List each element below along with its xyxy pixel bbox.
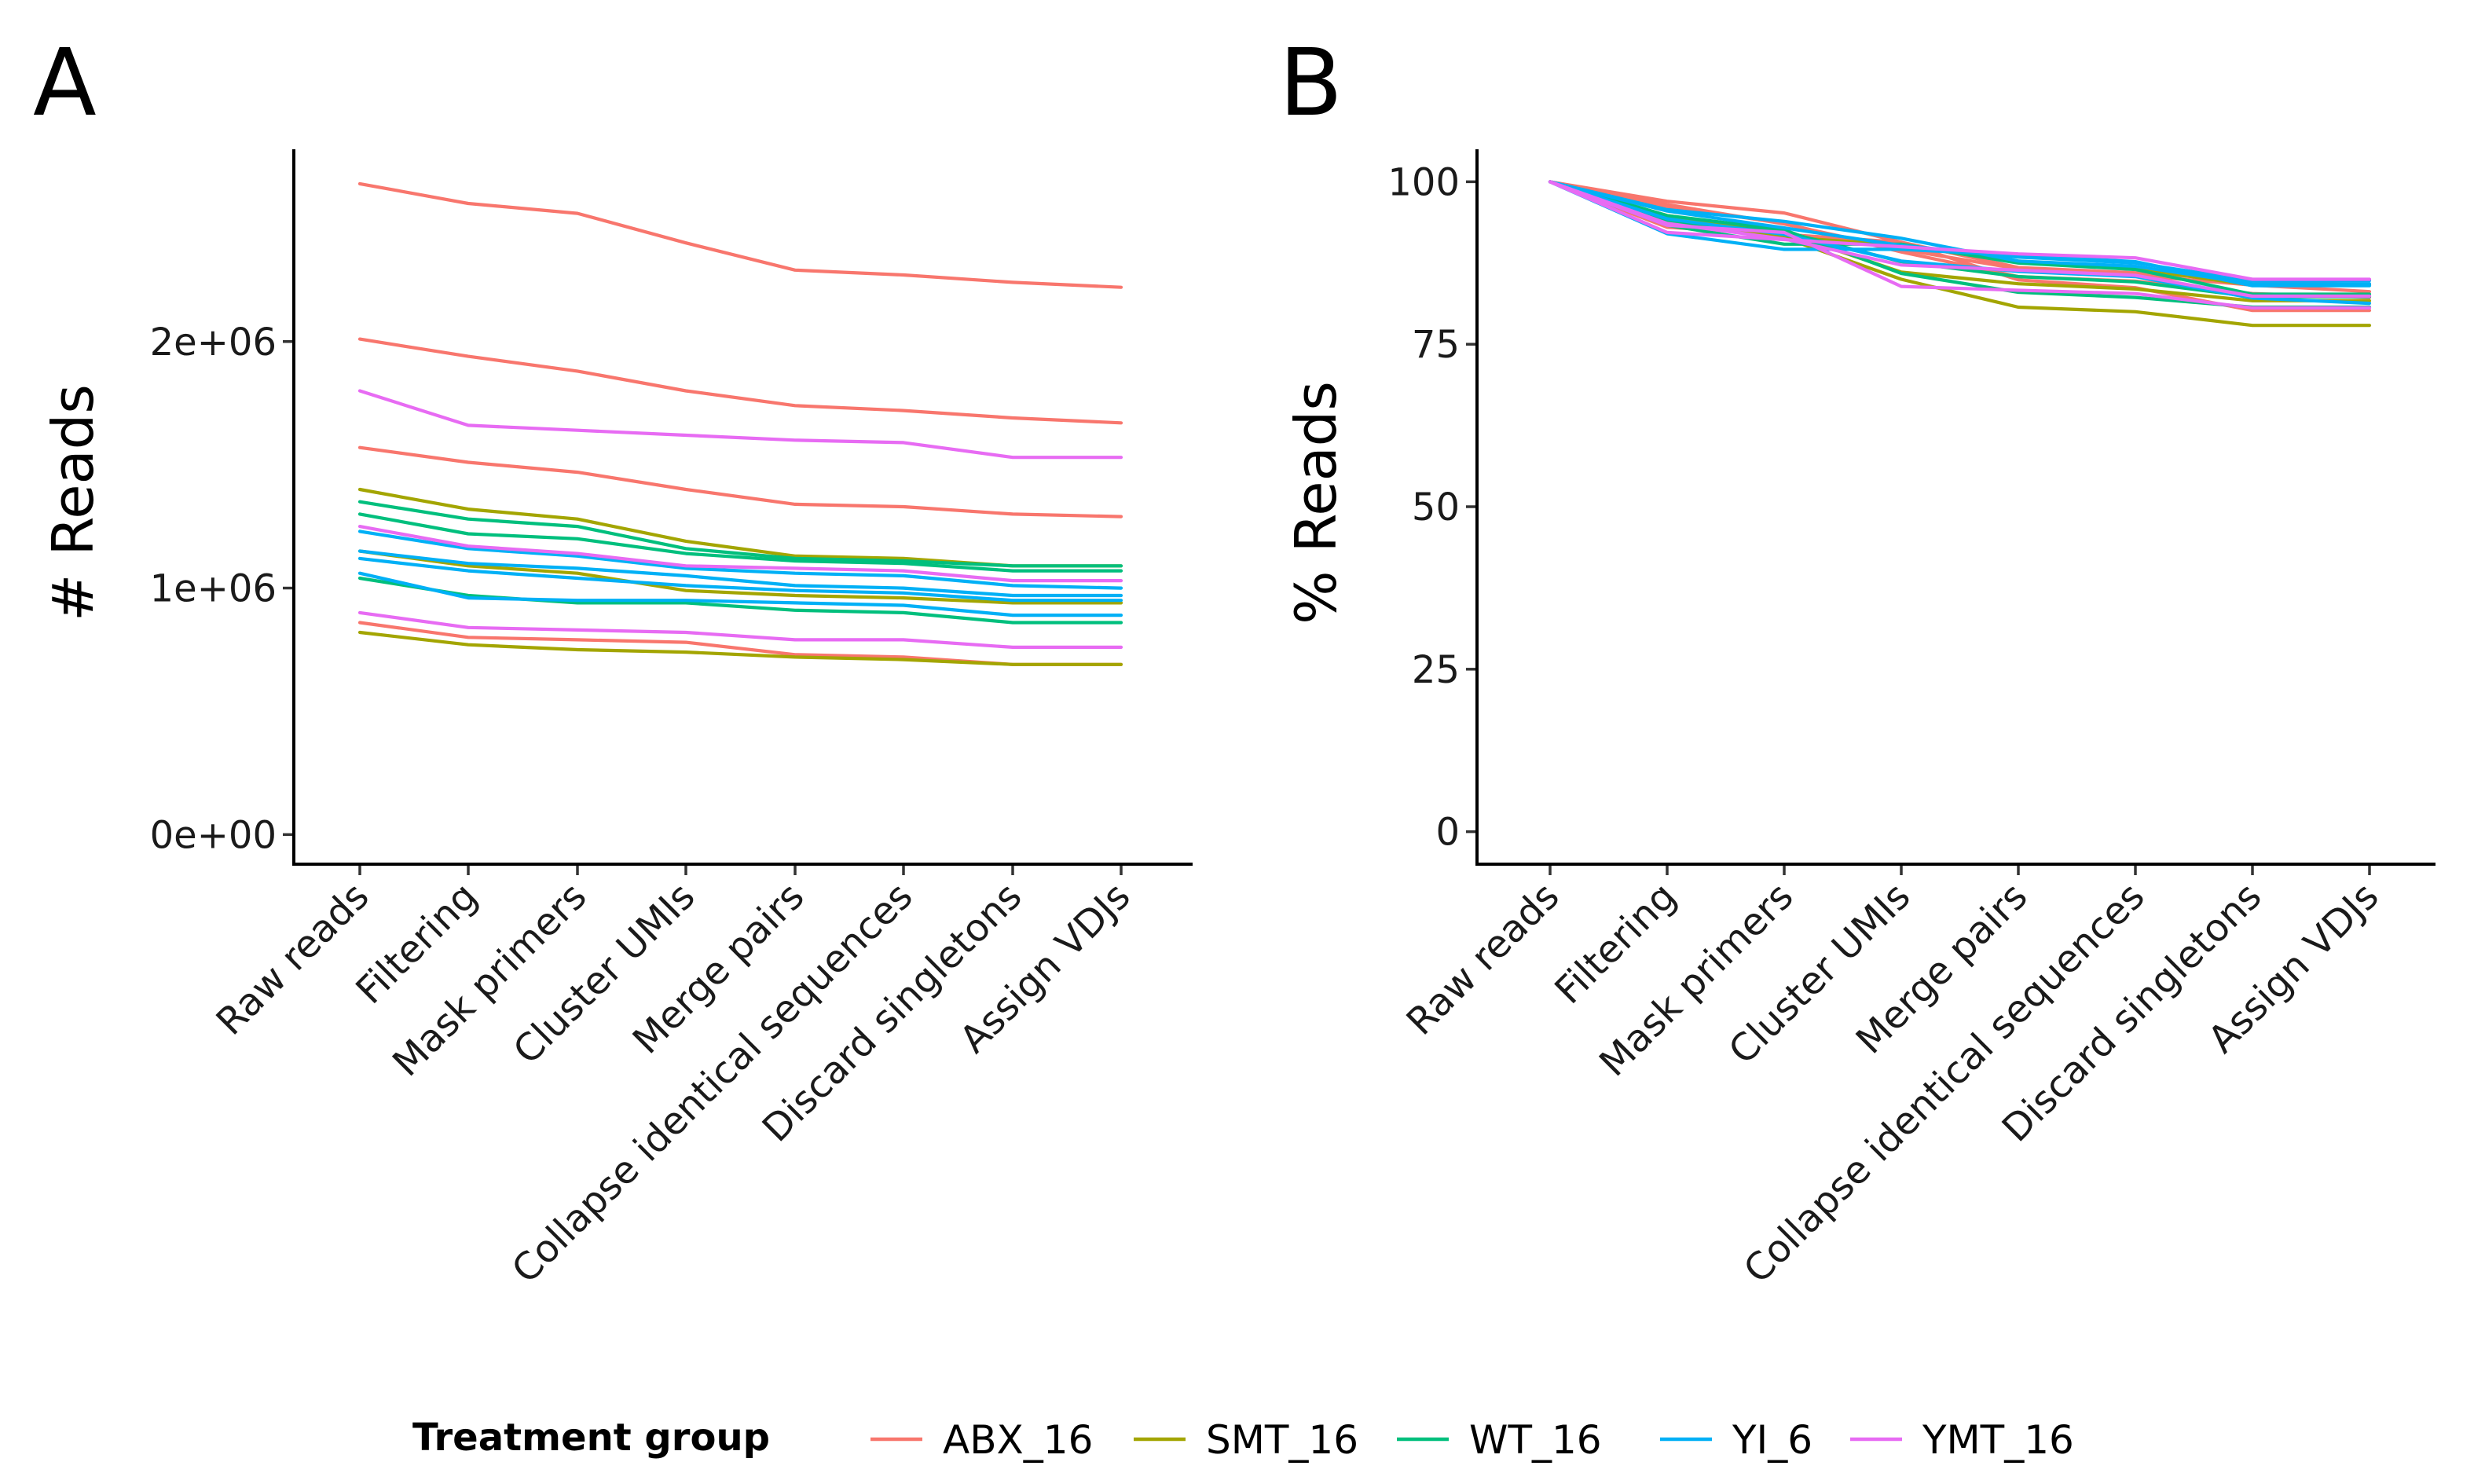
x-tick-label: Collapse identical sequences xyxy=(504,874,922,1292)
x-tick-label: Mask primers xyxy=(384,874,595,1085)
y-axis-title-a: # Reads xyxy=(40,384,106,621)
panel-label-b: B xyxy=(1279,28,1343,137)
legend-label: SMT_16 xyxy=(1206,1417,1358,1463)
series-line-abx-16 xyxy=(357,337,1123,425)
y-tick-label: 2e+06 xyxy=(150,321,277,365)
series-line-smt-16 xyxy=(357,630,1123,666)
series-line-abx-16 xyxy=(1548,180,2372,294)
legend: Treatment group ABX_16 SMT_16 WT_16 YI_6 YMT… xyxy=(412,1416,2074,1463)
series-line-wt-16 xyxy=(357,512,1123,573)
series-line-ymt-16 xyxy=(1548,180,2372,281)
series-line-yi-6 xyxy=(357,556,1123,603)
series-line-abx-16 xyxy=(357,445,1123,518)
legend-label: WT_16 xyxy=(1469,1417,1602,1463)
legend-title: Treatment group xyxy=(412,1416,770,1460)
y-tick-label: 25 xyxy=(1412,648,1460,692)
y-tick-label: 0e+00 xyxy=(150,813,277,857)
series-line-ymt-16 xyxy=(357,524,1123,583)
series-line-yi-6 xyxy=(357,571,1123,617)
x-tick-label: Raw reads xyxy=(208,874,378,1044)
legend-label: YI_6 xyxy=(1732,1417,1812,1463)
y-tick-label: 1e+06 xyxy=(150,567,277,611)
y-tick-label: 100 xyxy=(1387,160,1460,204)
series-line-abx-16 xyxy=(357,181,1123,289)
y-tick-label: 75 xyxy=(1412,323,1460,367)
panel-label-a: A xyxy=(33,28,97,137)
legend-label: ABX_16 xyxy=(943,1417,1093,1463)
y-tick-label: 0 xyxy=(1435,811,1460,855)
x-tick-label: Raw reads xyxy=(1398,874,1568,1044)
series-line-smt-16 xyxy=(357,549,1123,605)
series-line-wt-16 xyxy=(357,500,1123,568)
series-line-ymt-16 xyxy=(357,389,1123,460)
legend-entries: ABX_16 SMT_16 WT_16 YI_6 YMT_16 xyxy=(870,1417,2074,1463)
y-tick-label: 50 xyxy=(1412,486,1460,529)
series-line-yi-6 xyxy=(357,549,1123,598)
series-line-ymt-16 xyxy=(357,610,1123,650)
series-line-yi-6 xyxy=(357,529,1123,590)
series-line-yi-6 xyxy=(1548,180,2372,288)
series-line-ymt-16 xyxy=(1548,180,2372,310)
legend-label: YMT_16 xyxy=(1922,1417,2074,1463)
y-axis-title-b: % Reads xyxy=(1283,381,1349,625)
